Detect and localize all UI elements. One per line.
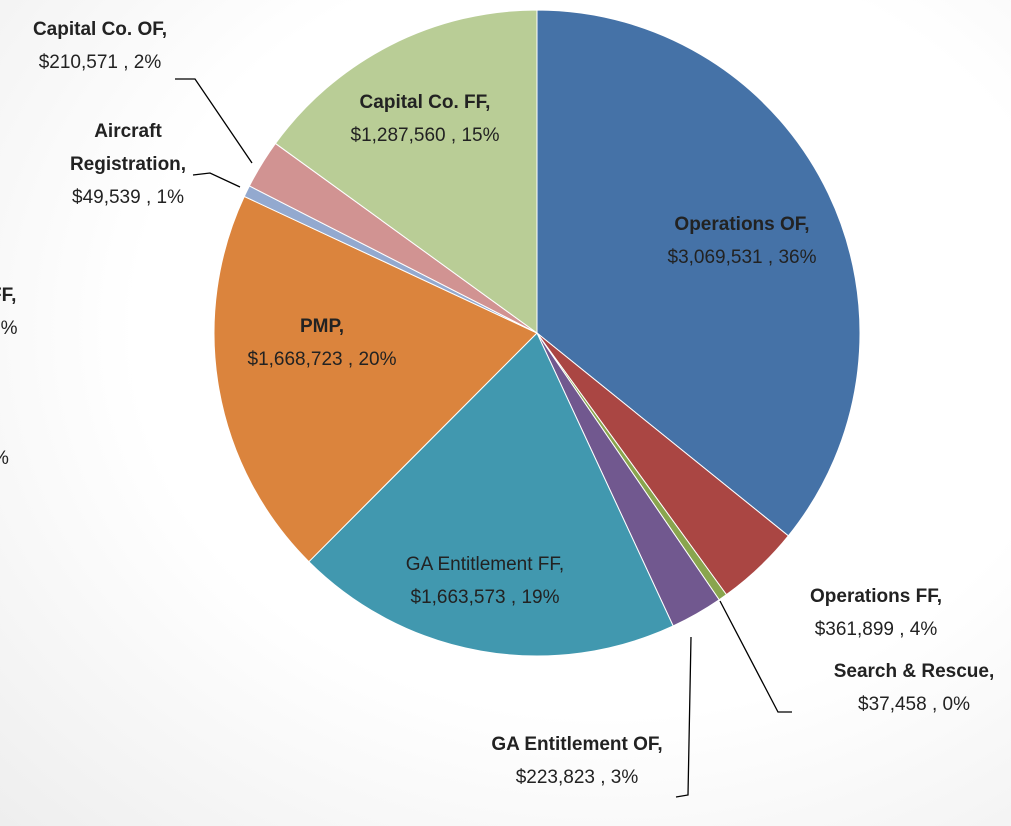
slice (274, 9, 538, 334)
data-label: GA Entitlement OF, $223,823 , 3% (477, 728, 677, 794)
label-value: $37,458 , 0% (858, 694, 970, 715)
cropped-text: FF, (0, 285, 17, 306)
label-value: $49,539 , 1% (72, 187, 184, 208)
label-name: Capital Co. OF, (32, 19, 168, 40)
label-name: Aircraft Registration, (69, 121, 187, 175)
label-name: Search & Rescue, (833, 661, 995, 682)
label-name: GA Entitlement OF, (491, 734, 663, 755)
label-value: $223,823 , 3% (515, 767, 639, 788)
data-label: Search & Rescue, $37,458 , 0% (804, 655, 1011, 721)
label-value: $361,899 , 4% (814, 619, 938, 640)
leader-line (175, 78, 253, 164)
cropped-text: % (0, 448, 9, 470)
data-label: Operations FF, $361,899 , 4% (756, 580, 996, 646)
label-name: GA Entitlement FF, (405, 554, 565, 575)
data-label: GA Entitlement FF, $1,663,573 , 19% (355, 548, 615, 614)
label-value: $1,663,573 , 19% (410, 587, 560, 608)
label-value: $210,571 , 2% (38, 52, 162, 73)
label-name: Operations FF, (810, 586, 942, 607)
data-label: PMP, $1,668,723 , 20% (202, 310, 442, 376)
data-label: Capital Co. FF, $1,287,560 , 15% (305, 86, 545, 152)
slice (213, 195, 538, 563)
leader-line (719, 600, 792, 713)
label-value: $3,069,531 , 36% (667, 247, 817, 268)
data-label: Aircraft Registration, $49,539 , 1% (43, 115, 213, 214)
slice (536, 9, 861, 537)
label-value: $1,287,560 , 15% (350, 125, 500, 146)
label-value: $1,668,723 , 20% (247, 349, 397, 370)
data-label: Capital Co. OF, $210,571 , 2% (0, 13, 200, 79)
slice (308, 332, 674, 657)
label-name: Capital Co. FF, (359, 92, 491, 113)
data-label: Operations OF, $3,069,531 , 36% (612, 208, 872, 274)
label-name: PMP, (299, 316, 344, 337)
label-name: Operations OF, (674, 214, 810, 235)
leader-line (675, 636, 692, 798)
leader-line (192, 172, 241, 188)
cropped-text: 2% (0, 318, 18, 339)
